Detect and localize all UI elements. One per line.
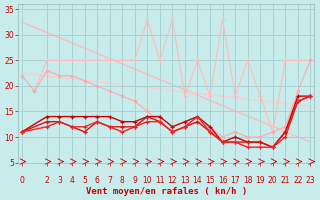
X-axis label: Vent moyen/en rafales ( kn/h ): Vent moyen/en rafales ( kn/h ) (85, 187, 247, 196)
